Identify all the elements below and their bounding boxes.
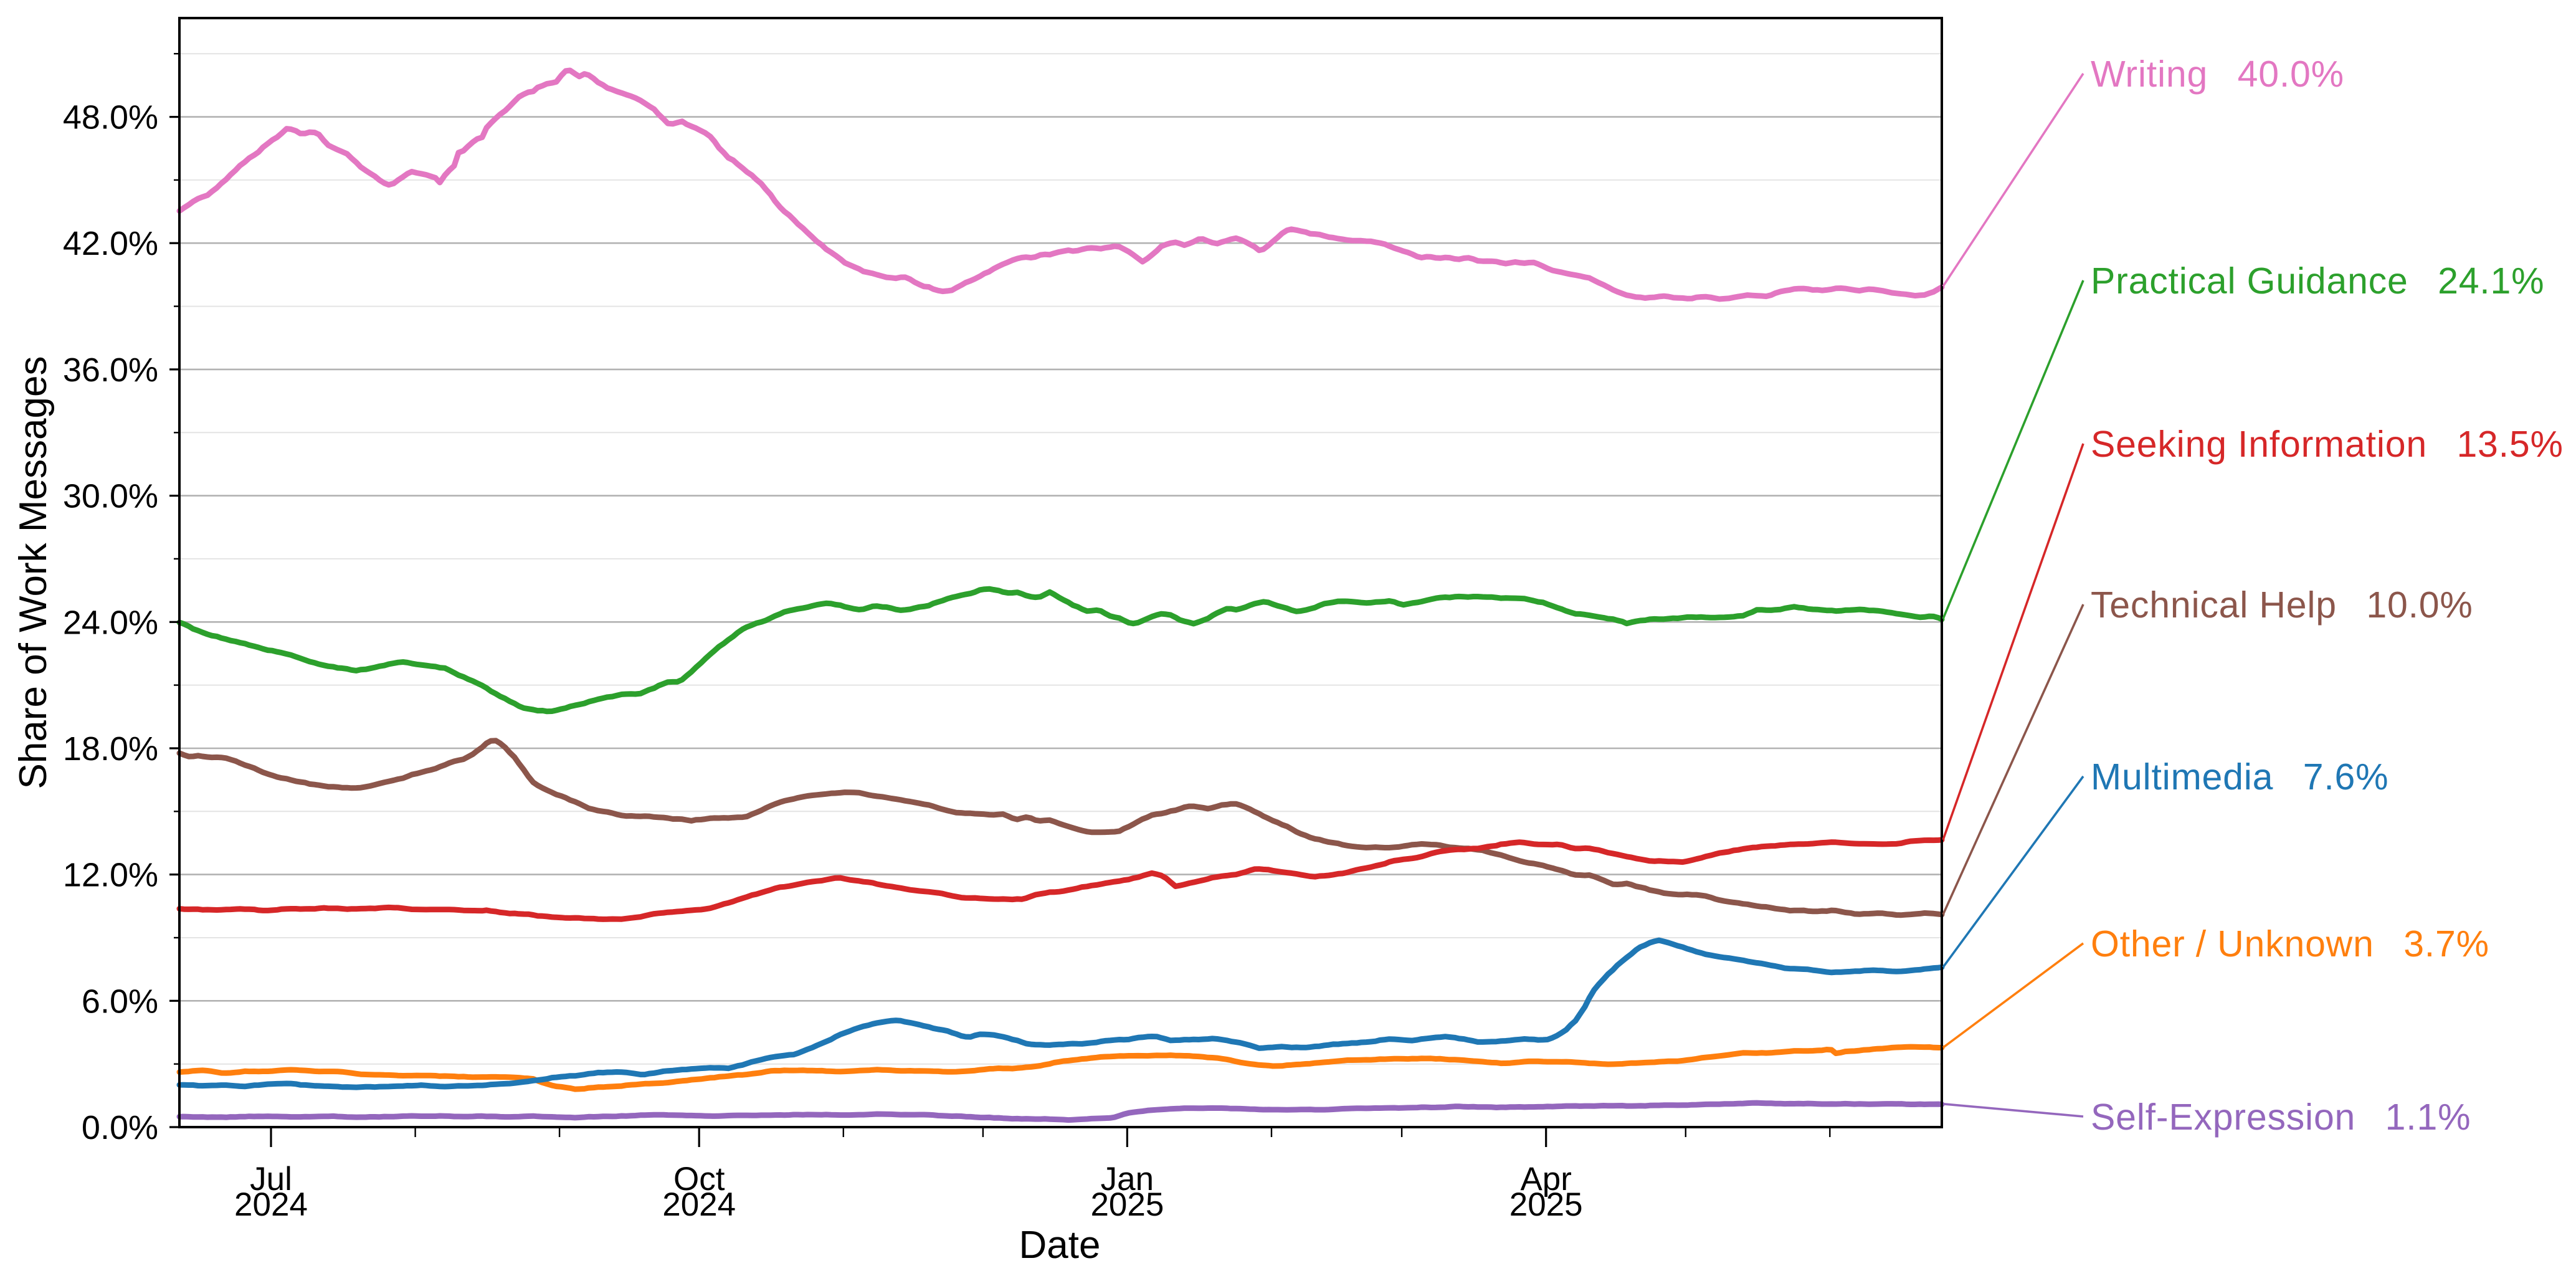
- svg-text:30.0%: 30.0%: [63, 478, 158, 515]
- svg-text:36.0%: 36.0%: [63, 351, 158, 389]
- svg-text:48.0%: 48.0%: [63, 99, 158, 136]
- svg-text:Other / Unknown 3.7%: Other / Unknown 3.7%: [2091, 923, 2489, 964]
- svg-text:2025: 2025: [1090, 1186, 1164, 1223]
- svg-text:Seeking Information 13.5%: Seeking Information 13.5%: [2091, 424, 2564, 465]
- svg-text:Oct: Oct: [673, 1161, 725, 1198]
- svg-text:18.0%: 18.0%: [63, 730, 158, 768]
- svg-text:2024: 2024: [662, 1186, 736, 1223]
- svg-text:Jan: Jan: [1101, 1161, 1154, 1198]
- svg-text:2024: 2024: [234, 1186, 308, 1223]
- svg-text:24.0%: 24.0%: [63, 604, 158, 641]
- svg-text:Jul: Jul: [250, 1161, 292, 1198]
- svg-text:Self-Expression 1.1%: Self-Expression 1.1%: [2091, 1097, 2471, 1138]
- svg-text:0.0%: 0.0%: [82, 1109, 158, 1146]
- svg-text:2025: 2025: [1509, 1186, 1583, 1223]
- svg-text:Writing 40.0%: Writing 40.0%: [2091, 54, 2344, 95]
- svg-text:Date: Date: [1019, 1224, 1101, 1267]
- svg-text:6.0%: 6.0%: [82, 983, 158, 1020]
- svg-text:Technical Help 10.0%: Technical Help 10.0%: [2091, 584, 2473, 626]
- svg-text:12.0%: 12.0%: [63, 857, 158, 894]
- svg-text:42.0%: 42.0%: [63, 225, 158, 262]
- svg-text:Share of Work Messages: Share of Work Messages: [12, 356, 55, 789]
- svg-text:Multimedia 7.6%: Multimedia 7.6%: [2091, 756, 2388, 798]
- svg-text:Practical Guidance 24.1%: Practical Guidance 24.1%: [2091, 260, 2544, 302]
- svg-text:Apr: Apr: [1520, 1161, 1571, 1198]
